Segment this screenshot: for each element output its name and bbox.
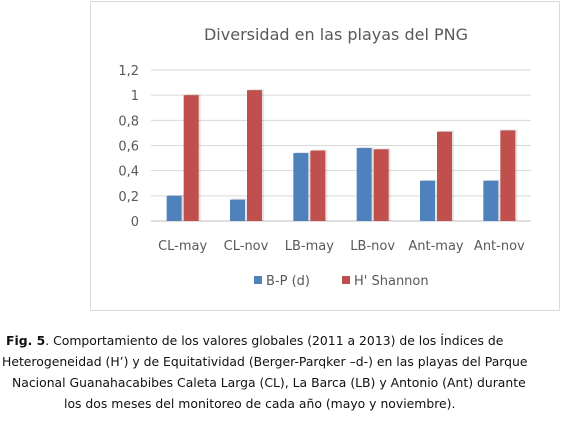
bar-shannon [310,150,326,221]
caption-line-2: Heterogeneidad (H’) y de Equitatividad (… [2,354,528,369]
bar-chart: Diversidad en las playas del PNG 0 0,2 0,4 0… [118,25,531,289]
y-tick-label: 0 [131,215,139,230]
caption-line-1: Fig. 5. Comportamiento de los valores gl… [0,330,580,351]
y-tick-label: 1 [131,89,139,104]
bar-shannon [247,90,262,221]
caption-line-4: los dos meses del monitoreo de cada año … [64,396,456,411]
chart-frame: Diversidad en las playas del PNG 0 0,2 0,4 0… [90,1,560,311]
x-tick-label: LB-nov [350,239,395,254]
caption-line-3: Nacional Guanahacabibes Caleta Larga (CL… [12,375,526,390]
legend-label: H' Shannon [354,274,429,289]
x-tick-label: Ant-may [408,239,464,254]
legend-swatch [254,276,262,284]
caption-label: Fig. 5 [6,333,46,348]
bar-shannon [500,130,516,221]
bar-bp [420,180,435,221]
bar-shannon [373,149,389,221]
legend-label: B-P (d) [266,274,310,289]
bar-bp [483,180,499,221]
bar-shannon [183,95,199,221]
x-tick-label: CL-nov [224,239,269,254]
y-tick-label: 0,2 [118,190,139,205]
legend-swatch [342,276,350,284]
x-tick-label: Ant-nov [474,239,525,254]
bar-bp [166,195,182,221]
y-tick-label: 0,6 [118,140,139,155]
y-tick-label: 0,8 [118,114,139,129]
bar-bp [356,148,372,221]
chart-title: Diversidad en las playas del PNG [204,25,468,44]
x-tick-label: LB-may [285,239,334,254]
bar-bp [230,199,245,221]
figure-caption: Fig. 5. Comportamiento de los valores gl… [0,330,580,414]
y-tick-label: 1,2 [118,64,139,79]
caption-text-1: . Comportamiento de los valores globales… [45,333,504,348]
bar-shannon [437,131,452,221]
y-tick-label: 0,4 [118,165,139,180]
x-tick-label: CL-may [158,239,207,254]
bar-bp [293,153,309,221]
